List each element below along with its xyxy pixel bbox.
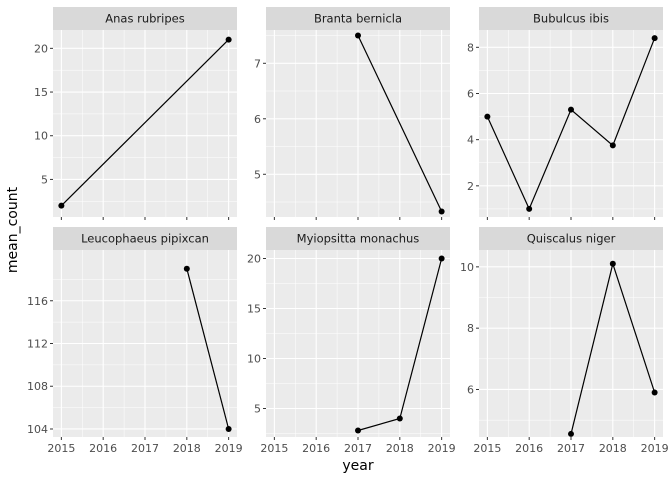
facet-strip-label: Bubulcus ibis (533, 12, 609, 26)
facet-strip (53, 7, 237, 30)
data-point (568, 106, 574, 113)
series-line (60, 39, 230, 207)
x-tick-label: 2019 (641, 442, 669, 455)
y-tick-label: 4 (467, 134, 474, 147)
y-tick-label: 5 (254, 403, 261, 416)
y-tick-label: 6 (254, 113, 261, 126)
data-point (651, 35, 658, 42)
data-point (58, 202, 65, 209)
facet-panel: Leucophaeus pipixcan 104 108 112 116 2015 2016… (27, 227, 243, 455)
series-line (186, 268, 230, 430)
x-tick-label: 2015 (260, 442, 288, 455)
y-tick-label: 10 (247, 353, 261, 366)
data-point (609, 142, 616, 149)
panels-layer: Anas rubripes 5 10 15 20 Branta bernicla 5 6 7 Bu… (27, 7, 669, 455)
facet-strip (266, 7, 450, 30)
y-tick-label: 7 (254, 57, 261, 70)
y-tick-label: 112 (27, 338, 48, 351)
facet-strip-label: Myiopsitta monachus (297, 232, 420, 246)
y-tick-label: 15 (34, 86, 48, 99)
series-line (357, 35, 443, 212)
y-tick-label: 10 (34, 130, 48, 143)
x-tick-label: 2015 (47, 442, 75, 455)
data-point (609, 260, 616, 267)
facet-strip-label: Quiscalus niger (527, 232, 616, 246)
facet-panel: Quiscalus niger 6 8 10 2015 2016 2017 2018 2019 (460, 227, 669, 455)
x-tick-label: 2017 (557, 442, 585, 455)
y-axis-title: mean_count (5, 186, 21, 273)
facet-strip (266, 227, 450, 250)
facet-strip-label: Branta bernicla (314, 12, 402, 26)
y-tick-label: 2 (467, 180, 474, 193)
facet-panel: Myiopsitta monachus 5 10 15 20 2015 2016 2017 20… (247, 227, 456, 455)
y-tick-label: 8 (467, 41, 474, 54)
x-tick-label: 2017 (344, 442, 372, 455)
x-tick-label: 2019 (215, 442, 243, 455)
x-tick-label: 2017 (131, 442, 159, 455)
x-tick-label: 2019 (428, 442, 456, 455)
facet-strip-label: Leucophaeus pipixcan (81, 232, 209, 246)
facet-panel: Bubulcus ibis 2 4 6 8 (467, 7, 663, 220)
data-point (355, 32, 361, 39)
x-tick-label: 2016 (302, 442, 330, 455)
y-tick-label: 6 (467, 87, 474, 100)
y-tick-label: 6 (467, 383, 474, 396)
facet-panel: Anas rubripes 5 10 15 20 (34, 7, 237, 220)
x-tick-label: 2016 (89, 442, 117, 455)
data-point (225, 36, 232, 43)
y-tick-label: 5 (41, 173, 48, 186)
y-tick-label: 8 (467, 322, 474, 335)
facet-panel: Branta bernicla 5 6 7 (254, 7, 450, 220)
x-tick-label: 2018 (599, 442, 627, 455)
y-tick-label: 5 (254, 168, 261, 181)
data-point (438, 255, 445, 262)
y-tick-label: 15 (247, 303, 261, 316)
y-tick-label: 116 (27, 295, 48, 308)
y-tick-label: 20 (247, 253, 261, 266)
data-point (651, 389, 658, 396)
data-point (484, 113, 491, 120)
x-tick-label: 2016 (515, 442, 543, 455)
facet-strip-label: Anas rubripes (105, 12, 184, 26)
data-point (526, 205, 533, 212)
data-point (355, 427, 361, 434)
data-point (438, 208, 445, 215)
y-tick-label: 20 (34, 42, 48, 55)
data-point (396, 415, 403, 422)
data-point (568, 430, 574, 437)
y-tick-label: 10 (460, 261, 474, 274)
y-tick-label: 108 (27, 380, 48, 393)
x-tick-label: 2015 (473, 442, 501, 455)
x-tick-label: 2018 (173, 442, 201, 455)
y-tick-label: 104 (27, 423, 48, 436)
facet-strip (53, 227, 237, 250)
x-tick-label: 2018 (386, 442, 414, 455)
facet-strip (479, 227, 663, 250)
data-point (225, 425, 232, 432)
facet-strip (479, 7, 663, 30)
x-axis-title: year (342, 458, 373, 474)
data-point (183, 265, 190, 272)
